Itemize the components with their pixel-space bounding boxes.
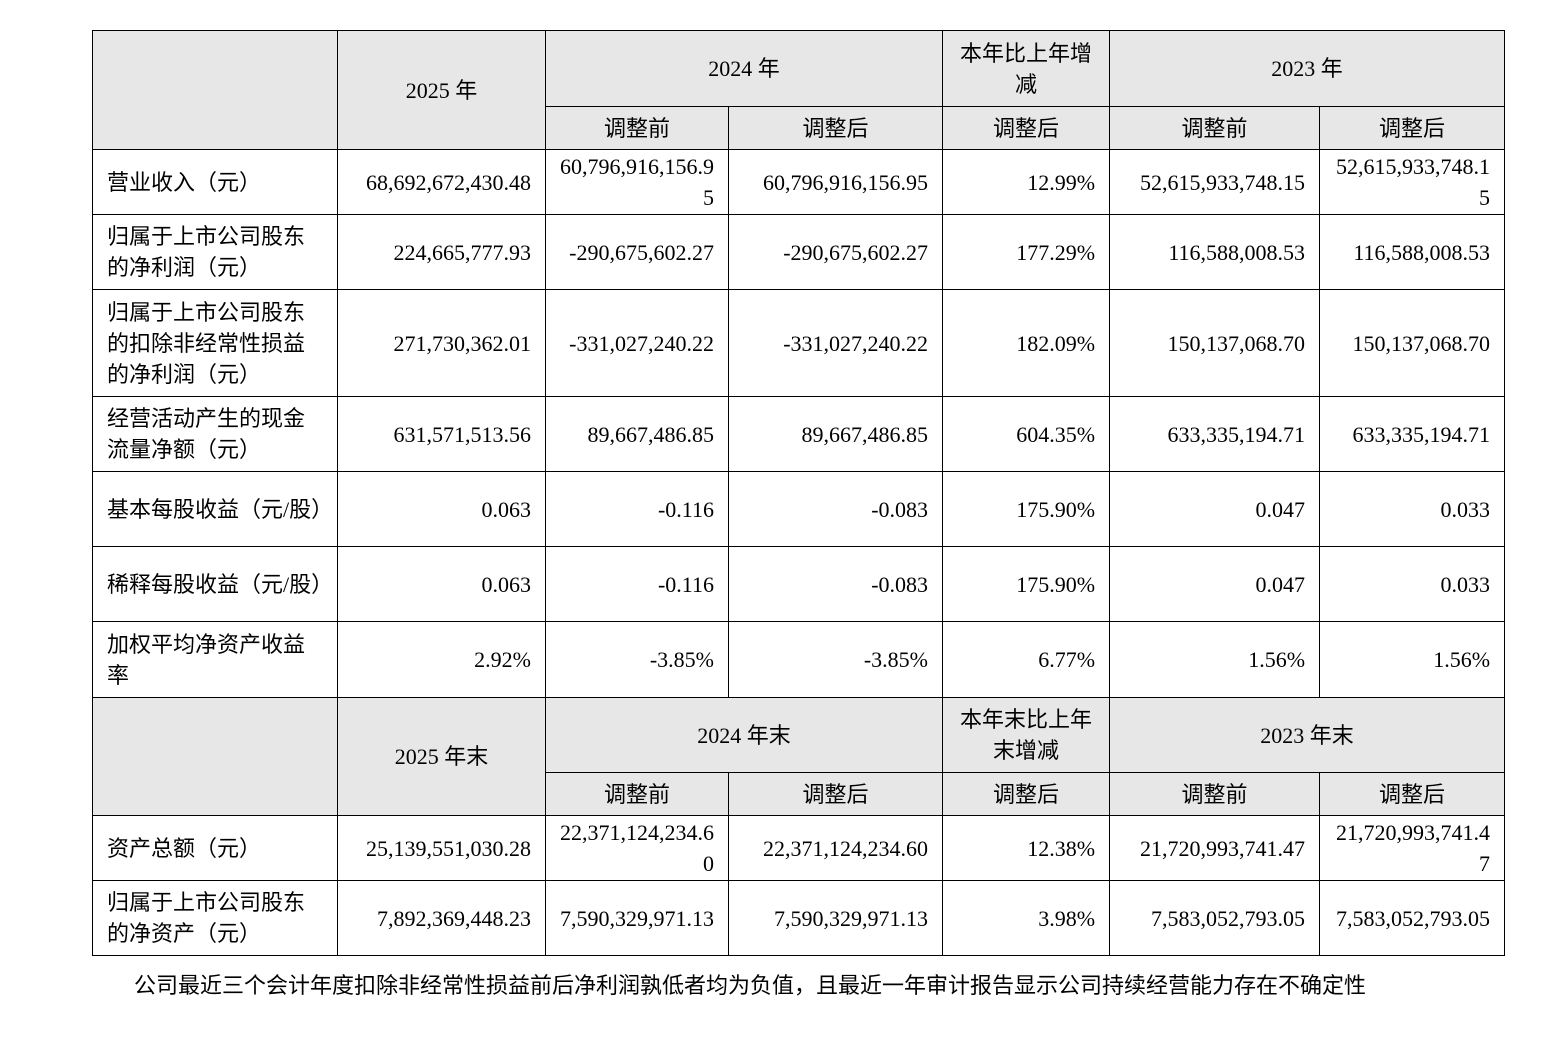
row-label: 归属于上市公司股东的扣除非经常性损益的净利润（元） (92, 289, 338, 397)
header-2025-end: 2025 年末 (337, 697, 546, 816)
value-2024-before: -0.116 (545, 471, 729, 547)
subheader-2024-after: 调整后 (727, 772, 944, 816)
value-2023-before: 0.047 (1109, 546, 1321, 622)
value-2025: 7,892,369,448.23 (337, 880, 546, 956)
subheader-2023-before: 调整前 (1109, 772, 1321, 816)
header-row: 2025 年末 2024 年末 本年末比上年末增减 2023 年末 (92, 697, 1506, 816)
value-2024-after: 7,590,329,971.13 (727, 880, 944, 956)
header-2025: 2025 年 (337, 30, 546, 150)
subheader-row: 调整前 调整后 调整后 调整前 调整后 (93, 772, 1506, 816)
subheader-2024-before: 调整前 (545, 772, 729, 816)
value-2024-before: -0.116 (545, 546, 729, 622)
value-2023-after: 21,720,993,741.47 (1319, 815, 1506, 881)
value-change: 3.98% (942, 880, 1111, 956)
header-yoy-change: 本年比上年增减 (942, 30, 1111, 107)
value-2024-after: -331,027,240.22 (727, 289, 944, 397)
value-change: 175.90% (942, 471, 1111, 547)
header-2023-end: 2023 年末 (1109, 697, 1506, 773)
value-2024-before: 22,371,124,234.60 (545, 815, 729, 881)
value-2023-after: 1.56% (1319, 621, 1506, 698)
header-yoy-change-end: 本年末比上年末增减 (942, 697, 1111, 773)
row-label: 归属于上市公司股东的净资产（元） (92, 880, 338, 956)
value-2024-after: 89,667,486.85 (727, 396, 944, 472)
value-2023-after: 7,583,052,793.05 (1319, 880, 1506, 956)
table-row: 资产总额（元） 25,139,551,030.28 22,371,124,234… (92, 815, 1506, 881)
value-2025: 631,571,513.56 (337, 396, 546, 472)
value-2024-after: -0.083 (727, 546, 944, 622)
row-label: 经营活动产生的现金流量净额（元） (92, 396, 338, 472)
header-row: 2025 年 2024 年 本年比上年增减 2023 年 (92, 30, 1506, 150)
value-2024-after: 22,371,124,234.60 (727, 815, 944, 881)
subheader-change-after: 调整后 (942, 772, 1111, 816)
value-2025: 25,139,551,030.28 (337, 815, 546, 881)
header-blank-cell (92, 697, 338, 816)
table-row: 营业收入（元） 68,692,672,430.48 60,796,916,156… (92, 149, 1506, 215)
value-2023-before: 52,615,933,748.15 (1109, 149, 1321, 215)
header-2024-end: 2024 年末 (544, 697, 944, 773)
row-label: 基本每股收益（元/股） (92, 471, 338, 547)
value-2023-before: 7,583,052,793.05 (1109, 880, 1321, 956)
table-row: 加权平均净资产收益率 2.92% -3.85% -3.85% 6.77% 1.5… (92, 621, 1506, 698)
subheader-2023-after: 调整后 (1319, 106, 1506, 150)
row-label: 归属于上市公司股东的净利润（元） (92, 214, 338, 290)
subheader-2024-after: 调整后 (727, 106, 944, 150)
value-2025: 224,665,777.93 (337, 214, 546, 290)
table-row: 经营活动产生的现金流量净额（元） 631,571,513.56 89,667,4… (92, 396, 1506, 472)
table-row: 稀释每股收益（元/股） 0.063 -0.116 -0.083 175.90% … (92, 546, 1506, 622)
value-2025: 0.063 (337, 546, 546, 622)
row-label: 稀释每股收益（元/股） (92, 546, 338, 622)
value-2023-after: 150,137,068.70 (1319, 289, 1506, 397)
value-2025: 2.92% (337, 621, 546, 698)
table-row: 基本每股收益（元/股） 0.063 -0.116 -0.083 175.90% … (92, 471, 1506, 547)
subheader-change-after: 调整后 (942, 106, 1111, 150)
value-2024-after: -290,675,602.27 (727, 214, 944, 290)
value-2023-after: 52,615,933,748.15 (1319, 149, 1506, 215)
value-change: 175.90% (942, 546, 1111, 622)
value-change: 12.99% (942, 149, 1111, 215)
subheader-row: 调整前 调整后 调整后 调整前 调整后 (93, 106, 1506, 150)
table-row: 归属于上市公司股东的净资产（元） 7,892,369,448.23 7,590,… (92, 880, 1506, 956)
subheader-2023-after: 调整后 (1319, 772, 1506, 816)
value-change: 177.29% (942, 214, 1111, 290)
value-2024-after: 60,796,916,156.95 (727, 149, 944, 215)
value-2023-after: 633,335,194.71 (1319, 396, 1506, 472)
value-2024-before: 7,590,329,971.13 (545, 880, 729, 956)
table-row: 归属于上市公司股东的扣除非经常性损益的净利润（元） 271,730,362.01… (92, 289, 1506, 397)
header-2023: 2023 年 (1109, 30, 1506, 107)
header-2024: 2024 年 (544, 30, 944, 107)
value-2024-before: -290,675,602.27 (545, 214, 729, 290)
value-2025: 68,692,672,430.48 (337, 149, 546, 215)
value-2023-before: 0.047 (1109, 471, 1321, 547)
value-change: 6.77% (942, 621, 1111, 698)
subheader-2023-before: 调整前 (1109, 106, 1321, 150)
value-2024-after: -0.083 (727, 471, 944, 547)
value-2023-after: 116,588,008.53 (1319, 214, 1506, 290)
value-2024-before: -3.85% (545, 621, 729, 698)
row-label: 资产总额（元） (92, 815, 338, 881)
value-2023-before: 1.56% (1109, 621, 1321, 698)
value-change: 182.09% (942, 289, 1111, 397)
value-2024-before: 89,667,486.85 (545, 396, 729, 472)
value-2025: 271,730,362.01 (337, 289, 546, 397)
row-label: 加权平均净资产收益率 (92, 621, 338, 698)
value-2023-before: 633,335,194.71 (1109, 396, 1321, 472)
value-change: 604.35% (942, 396, 1111, 472)
subheader-2024-before: 调整前 (545, 106, 729, 150)
value-2023-before: 21,720,993,741.47 (1109, 815, 1321, 881)
value-2023-after: 0.033 (1319, 546, 1506, 622)
header-blank-cell (92, 30, 338, 150)
financial-data-table: 2025 年 2024 年 本年比上年增减 2023 年 调整前 调整后 调整后… (92, 30, 1506, 956)
value-2023-before: 116,588,008.53 (1109, 214, 1321, 290)
value-2024-before: 60,796,916,156.95 (545, 149, 729, 215)
value-2023-after: 0.033 (1319, 471, 1506, 547)
value-2023-before: 150,137,068.70 (1109, 289, 1321, 397)
value-2024-after: -3.85% (727, 621, 944, 698)
value-2024-before: -331,027,240.22 (545, 289, 729, 397)
footnote-text: 公司最近三个会计年度扣除非经常性损益前后净利润孰低者均为负值，且最近一年审计报告… (134, 973, 1367, 998)
row-label: 营业收入（元） (92, 149, 338, 215)
value-2025: 0.063 (337, 471, 546, 547)
table-row: 归属于上市公司股东的净利润（元） 224,665,777.93 -290,675… (92, 214, 1506, 290)
value-change: 12.38% (942, 815, 1111, 881)
